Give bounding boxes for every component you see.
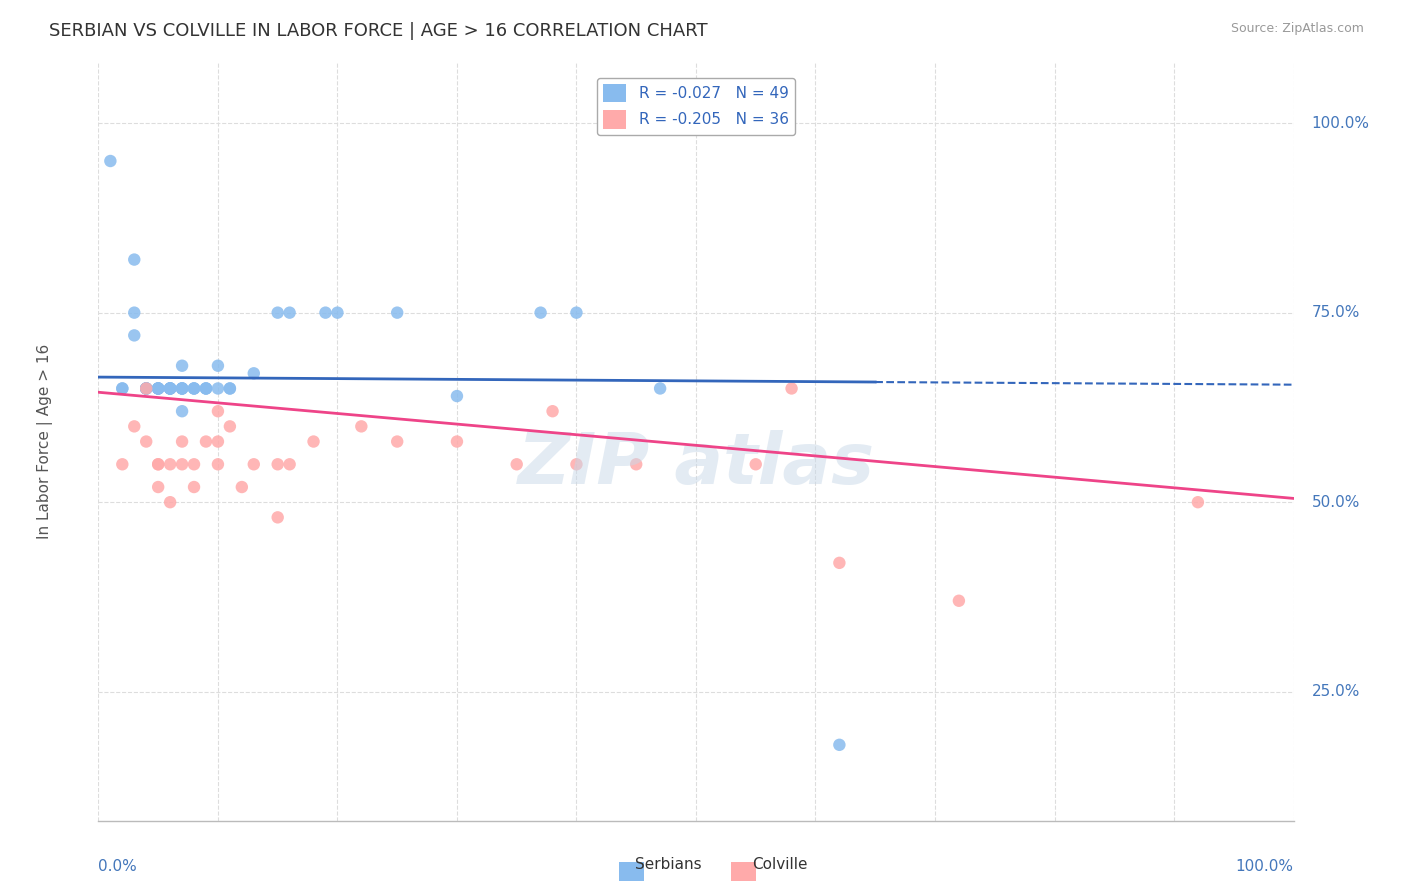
Point <box>207 457 229 471</box>
Point <box>745 457 768 471</box>
Point <box>326 305 349 319</box>
Point <box>98 154 122 169</box>
Text: 50.0%: 50.0% <box>1312 495 1360 509</box>
Text: SERBIAN VS COLVILLE IN LABOR FORCE | AGE > 16 CORRELATION CHART: SERBIAN VS COLVILLE IN LABOR FORCE | AGE… <box>49 22 707 40</box>
Point <box>124 419 146 434</box>
Point <box>135 382 157 396</box>
Point <box>148 382 170 396</box>
Point <box>231 480 253 494</box>
Text: ZIP atlas: ZIP atlas <box>517 430 875 499</box>
Point <box>648 382 672 396</box>
Point <box>148 457 170 471</box>
Point <box>124 252 146 267</box>
Point <box>195 382 218 396</box>
Text: 0.0%: 0.0% <box>98 858 138 873</box>
Text: In Labor Force | Age > 16: In Labor Force | Age > 16 <box>37 344 52 539</box>
Point <box>530 305 553 319</box>
Point <box>195 382 218 396</box>
Point <box>278 305 301 319</box>
Point <box>207 434 229 449</box>
Point <box>148 382 170 396</box>
Point <box>541 404 564 418</box>
Point <box>207 404 229 418</box>
Point <box>159 382 181 396</box>
Point <box>219 382 242 396</box>
Point <box>135 382 157 396</box>
Point <box>350 419 373 434</box>
Point <box>446 389 468 403</box>
Point <box>159 457 181 471</box>
Point <box>159 382 181 396</box>
Text: Source: ZipAtlas.com: Source: ZipAtlas.com <box>1230 22 1364 36</box>
Point <box>135 382 157 396</box>
Point <box>124 305 146 319</box>
Point <box>183 382 205 396</box>
Point <box>828 738 851 752</box>
Point <box>159 382 181 396</box>
Point <box>506 457 529 471</box>
Point <box>302 434 325 449</box>
Text: Serbians: Serbians <box>634 857 702 872</box>
Point <box>278 457 301 471</box>
Point <box>159 382 181 396</box>
Text: 25.0%: 25.0% <box>1312 684 1360 699</box>
Point <box>195 382 218 396</box>
Point <box>172 382 194 396</box>
Point <box>111 457 134 471</box>
Point <box>111 382 134 396</box>
Point <box>267 510 290 524</box>
Point <box>172 404 194 418</box>
Point <box>148 382 170 396</box>
Point <box>626 457 648 471</box>
Point <box>948 594 970 608</box>
Point <box>183 457 205 471</box>
Text: Colville: Colville <box>752 857 808 872</box>
Point <box>135 382 157 396</box>
Point <box>195 434 218 449</box>
Point <box>385 434 409 449</box>
Point <box>148 382 170 396</box>
Point <box>172 457 194 471</box>
Point <box>385 305 409 319</box>
Point <box>446 434 468 449</box>
Point <box>183 382 205 396</box>
Point <box>148 480 170 494</box>
Point <box>172 382 194 396</box>
Point <box>207 382 229 396</box>
Point <box>135 382 157 396</box>
Text: 75.0%: 75.0% <box>1312 305 1360 320</box>
Point <box>172 434 194 449</box>
Point <box>207 359 229 373</box>
Point <box>565 305 588 319</box>
Point <box>219 382 242 396</box>
Point <box>243 366 266 380</box>
Point <box>828 556 851 570</box>
Point <box>267 457 290 471</box>
Text: 100.0%: 100.0% <box>1236 858 1294 873</box>
Point <box>172 359 194 373</box>
Point <box>148 457 170 471</box>
Text: 100.0%: 100.0% <box>1312 116 1369 130</box>
Legend: R = -0.027   N = 49, R = -0.205   N = 36: R = -0.027 N = 49, R = -0.205 N = 36 <box>598 78 794 135</box>
Point <box>159 495 181 509</box>
Point <box>111 382 134 396</box>
Point <box>183 480 205 494</box>
Point <box>183 382 205 396</box>
Point <box>159 382 181 396</box>
Point <box>267 305 290 319</box>
Point <box>172 382 194 396</box>
Point <box>135 382 157 396</box>
Point <box>1187 495 1209 509</box>
Point <box>315 305 337 319</box>
Point <box>243 457 266 471</box>
Point <box>565 457 588 471</box>
Point <box>148 382 170 396</box>
Point <box>172 382 194 396</box>
Point <box>135 434 157 449</box>
Point <box>159 382 181 396</box>
Point <box>780 382 803 396</box>
Point <box>219 419 242 434</box>
Point <box>124 328 146 343</box>
